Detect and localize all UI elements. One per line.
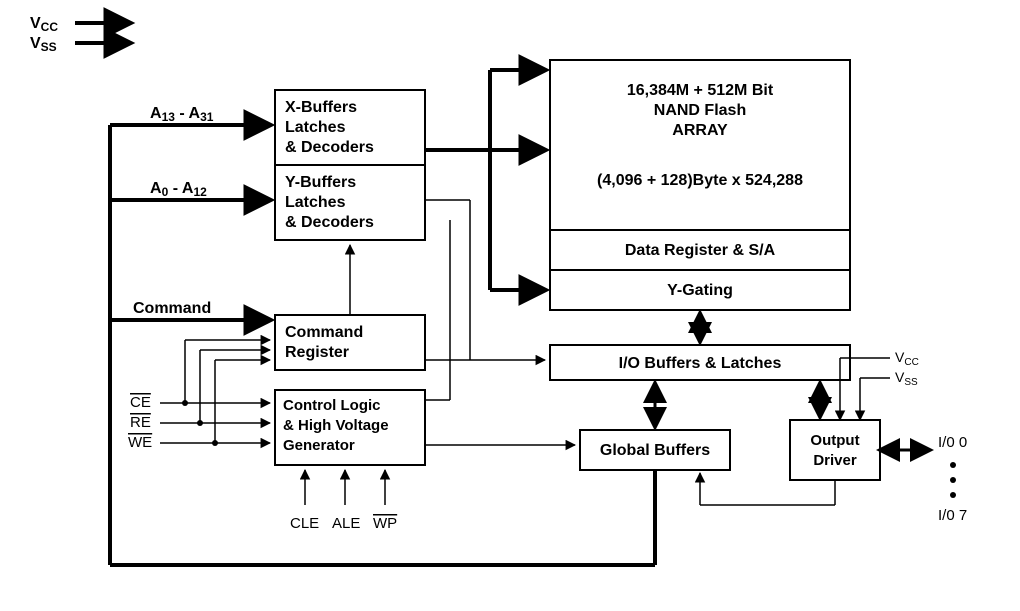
svg-text:VSS: VSS xyxy=(895,369,918,388)
svg-text:& High Voltage: & High Voltage xyxy=(283,417,389,434)
svg-text:Latches: Latches xyxy=(285,194,346,211)
control-logic-block: Control Logic & High Voltage Generator xyxy=(275,390,425,465)
svg-text:Global Buffers: Global Buffers xyxy=(600,442,710,459)
svg-text:CE: CE xyxy=(130,394,151,411)
driver-power: VCC VSS xyxy=(840,349,919,420)
svg-text:Data Register & S/A: Data Register & S/A xyxy=(625,242,776,259)
xy-buffers-block: X-Buffers Latches & Decoders Y-Buffers L… xyxy=(275,90,425,240)
svg-text:VCC: VCC xyxy=(895,349,919,368)
svg-text:(4,096 + 128)Byte x 524,288: (4,096 + 128)Byte x 524,288 xyxy=(597,172,803,189)
address-lines: A13 - A31 A0 - A12 xyxy=(110,105,270,200)
return-bus xyxy=(110,470,835,565)
svg-text:Latches: Latches xyxy=(285,119,346,136)
nand-array-block: 16,384M + 512M Bit NAND Flash ARRAY (4,0… xyxy=(550,60,850,310)
svg-text:Generator: Generator xyxy=(283,437,355,454)
svg-text:Register: Register xyxy=(285,344,349,361)
svg-text:WP: WP xyxy=(373,515,397,532)
xy-to-array-bus xyxy=(425,70,545,360)
svg-text:NAND Flash: NAND Flash xyxy=(654,102,746,119)
svg-text:I/O Buffers & Latches: I/O Buffers & Latches xyxy=(619,355,782,372)
svg-text:A13 - A31: A13 - A31 xyxy=(150,105,214,124)
svg-text:& Decoders: & Decoders xyxy=(285,139,374,156)
svg-text:RE: RE xyxy=(130,414,151,431)
svg-text:16,384M + 512M Bit: 16,384M + 512M Bit xyxy=(627,82,774,99)
command-register-block: Command Register xyxy=(275,315,425,370)
svg-text:X-Buffers: X-Buffers xyxy=(285,99,357,116)
output-driver-block: Output Driver xyxy=(790,420,880,480)
svg-text:Driver: Driver xyxy=(813,452,857,469)
svg-text:VSS: VSS xyxy=(30,35,57,54)
svg-text:Command: Command xyxy=(133,300,211,317)
svg-text:WE: WE xyxy=(128,434,152,451)
block-diagram: VCC VSS X-Buffers Latches & Decoders Y-B… xyxy=(0,0,1020,611)
svg-text:Y-Buffers: Y-Buffers xyxy=(285,174,356,191)
ce-re-we-signals: CE RE WE xyxy=(128,340,270,451)
cle-ale-wp-signals: CLE ALE WP xyxy=(290,470,397,532)
svg-text:I/0 7: I/0 7 xyxy=(938,507,967,524)
svg-text:Y-Gating: Y-Gating xyxy=(667,282,733,299)
svg-text:Output: Output xyxy=(810,432,859,449)
svg-text:I/0 0: I/0 0 xyxy=(938,434,967,451)
svg-text:A0 - A12: A0 - A12 xyxy=(150,180,207,199)
power-labels: VCC VSS xyxy=(30,15,130,54)
svg-text:VCC: VCC xyxy=(30,15,58,34)
svg-text:& Decoders: & Decoders xyxy=(285,214,374,231)
io-buffers-block: I/O Buffers & Latches xyxy=(550,345,850,380)
svg-text:ARRAY: ARRAY xyxy=(672,122,728,139)
svg-text:CLE: CLE xyxy=(290,515,319,532)
io-pins: I/0 0 I/0 7 xyxy=(880,434,967,524)
svg-text:ALE: ALE xyxy=(332,515,360,532)
global-buffers-block: Global Buffers xyxy=(580,430,730,470)
svg-text:Command: Command xyxy=(285,324,363,341)
svg-text:Control Logic: Control Logic xyxy=(283,397,381,414)
